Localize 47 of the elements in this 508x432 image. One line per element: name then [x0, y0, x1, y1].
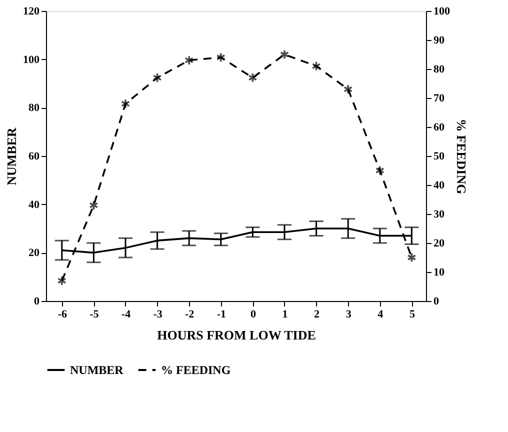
x-tick-label: -3: [153, 308, 163, 320]
x-axis-title: HOURS FROM LOW TIDE: [157, 328, 316, 342]
y2-tick-label: 90: [434, 34, 445, 46]
point: [89, 200, 98, 210]
point: [216, 52, 226, 62]
point: [375, 165, 384, 176]
y-tick-label: 80: [28, 102, 40, 114]
point: [407, 252, 416, 263]
y2-tick-label: 40: [434, 180, 445, 192]
point: [344, 84, 353, 94]
y2-tick-label: 0: [434, 296, 440, 308]
y2-tick-label: 100: [434, 6, 450, 18]
legend-label: % FEEDING: [161, 363, 231, 377]
point: [57, 276, 66, 286]
y-tick-label: 120: [23, 6, 40, 18]
point: [280, 49, 290, 60]
y-tick-label: 100: [23, 54, 40, 66]
x-tick-label: 0: [250, 308, 256, 320]
y-tick-label: 60: [28, 150, 40, 162]
x-tick-label: -4: [121, 308, 132, 320]
y2-tick-label: 80: [434, 64, 445, 76]
point: [152, 72, 162, 83]
y-tick-label: 0: [34, 296, 40, 308]
y-tick-label: 20: [28, 247, 40, 260]
x-tick-label: 4: [378, 308, 384, 320]
point: [184, 55, 194, 66]
y2-tick-label: 30: [434, 208, 445, 220]
x-tick-label: -6: [58, 308, 68, 320]
x-tick-label: 2: [314, 308, 320, 320]
x-tick-label: 1: [282, 308, 288, 320]
x-tick-label: 5: [409, 308, 416, 320]
point: [120, 98, 130, 109]
y2-tick-label: 50: [434, 150, 445, 162]
x-tick-label: -1: [216, 308, 226, 320]
legend-label: NUMBER: [70, 363, 124, 377]
y2-axis-title: % FEEDING: [454, 118, 469, 194]
point: [248, 72, 258, 83]
point: [312, 61, 321, 72]
x-tick-label: -2: [185, 308, 195, 320]
y-axis-title: NUMBER: [4, 127, 19, 186]
y2-tick-label: 10: [434, 266, 445, 278]
y2-tick-label: 20: [434, 238, 445, 250]
y2-tick-label: 70: [434, 92, 445, 104]
x-tick-label: -5: [90, 308, 100, 320]
y2-tick-label: 60: [434, 122, 445, 134]
y-tick-label: 40: [28, 198, 40, 211]
x-tick-label: 3: [346, 308, 352, 320]
